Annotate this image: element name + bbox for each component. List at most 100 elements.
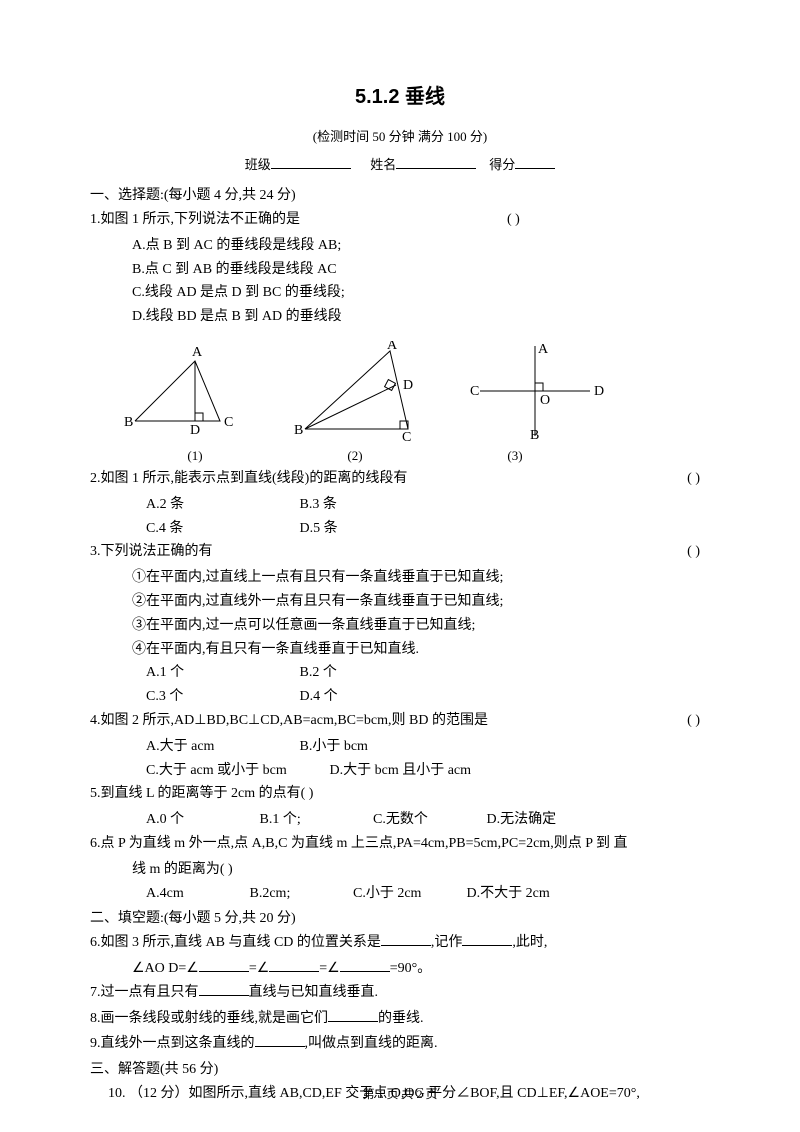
q2-opts-row2: C.4 条 D.5 条 <box>146 517 710 541</box>
svg-text:C: C <box>470 384 479 399</box>
subtitle: (检测时间 50 分钟 满分 100 分) <box>90 126 710 148</box>
figure-3: A B C D O <box>470 341 610 441</box>
fig1-label: (1) <box>120 445 270 467</box>
q1-opt-c: C.线段 AD 是点 D 到 BC 的垂线段; <box>132 281 710 305</box>
q6f-l2b: =∠ <box>249 961 269 976</box>
svg-text:D: D <box>190 423 200 436</box>
q1-stem: 1.如图 1 所示,下列说法不正确的是 <box>90 212 300 227</box>
svg-text:D: D <box>403 378 413 393</box>
q3: 3.下列说法正确的有 ( ) <box>90 540 710 564</box>
q6m-stem-b: 线 m 的距离为( ) <box>132 858 710 882</box>
q2-opts-row1: A.2 条 B.3 条 <box>146 493 710 517</box>
q3-c: C.3 个 <box>146 685 296 709</box>
q6f-blank1 <box>381 932 431 946</box>
q4-opts-row1: A.大于 acm B.小于 bcm <box>146 735 710 759</box>
q6f-blank2 <box>462 932 512 946</box>
q5-stem: 5.到直线 L 的距离等于 2cm 的点有( ) <box>90 786 313 801</box>
figures-row: A B C D A B C D A B C D O <box>120 341 710 441</box>
q6f-blank5 <box>340 958 390 972</box>
q6m-b: B.2cm; <box>250 882 350 906</box>
q2: 2.如图 1 所示,能表示点到直线(线段)的距离的线段有 ( ) <box>90 467 710 491</box>
q6f-blank4 <box>269 958 319 972</box>
figure-1: A B C D <box>120 341 260 436</box>
q6f-pre: 6.如图 3 所示,直线 AB 与直线 CD 的位置关系是 <box>90 935 381 950</box>
q1-paren: ( ) <box>507 212 520 227</box>
q3-s1: ①在平面内,过直线上一点有且只有一条直线垂直于已知直线; <box>132 566 710 590</box>
q5-opts: A.0 个 B.1 个; C.无数个 D.无法确定 <box>146 808 710 832</box>
q4-paren: ( ) <box>687 709 700 733</box>
q5-d: D.无法确定 <box>487 808 597 832</box>
svg-text:A: A <box>538 342 549 357</box>
q3-a: A.1 个 <box>146 661 296 685</box>
q3-opts-row2: C.3 个 D.4 个 <box>146 685 710 709</box>
q7f-pre: 7.过一点有且只有 <box>90 985 199 1000</box>
q7f: 7.过一点有且只有 直线与已知直线垂直. <box>90 981 710 1005</box>
q6m-opts: A.4cm B.2cm; C.小于 2cm D.不大于 2cm <box>146 882 710 906</box>
q3-opts-row1: A.1 个 B.2 个 <box>146 661 710 685</box>
q6f: 6.如图 3 所示,直线 AB 与直线 CD 的位置关系是 ,记作 ,此时, <box>90 931 710 955</box>
name-blank <box>396 155 476 169</box>
q3-s3: ③在平面内,过一点可以任意画一条直线垂直于已知直线; <box>132 614 710 638</box>
page-title: 5.1.2 垂线 <box>90 80 710 114</box>
q4-a: A.大于 acm <box>146 735 296 759</box>
q4-stem: 4.如图 2 所示,AD⊥BD,BC⊥CD,AB=acm,BC=bcm,则 BD… <box>90 713 488 728</box>
q2-a: A.2 条 <box>146 493 296 517</box>
q2-b: B.3 条 <box>300 493 450 517</box>
q7f-post: 直线与已知直线垂直. <box>249 985 379 1000</box>
q6f-blank3 <box>199 958 249 972</box>
q5-b: B.1 个; <box>260 808 370 832</box>
q6m-a: A.4cm <box>146 882 246 906</box>
page-footer: 第 1 页 共 2 页 <box>90 1084 710 1104</box>
q3-d: D.4 个 <box>300 685 450 709</box>
q5-a: A.0 个 <box>146 808 256 832</box>
q6f-line2: ∠AO D=∠=∠=∠=90°。 <box>132 957 710 981</box>
score-label: 得分 <box>489 157 515 172</box>
q1-opt-b: B.点 C 到 AB 的垂线段是线段 AC <box>132 258 710 282</box>
name-label: 姓名 <box>370 157 396 172</box>
svg-text:O: O <box>540 393 550 408</box>
q1-opt-a: A.点 B 到 AC 的垂线段是线段 AB; <box>132 234 710 258</box>
svg-text:B: B <box>124 415 133 430</box>
svg-text:A: A <box>192 345 203 360</box>
q2-paren: ( ) <box>687 467 700 491</box>
fig3-label: (3) <box>440 445 590 467</box>
q6f-l2a: ∠AO D=∠ <box>132 961 199 976</box>
class-blank <box>271 155 351 169</box>
q2-c: C.4 条 <box>146 517 296 541</box>
q5-c: C.无数个 <box>373 808 483 832</box>
svg-text:C: C <box>224 415 233 430</box>
q4-b: B.小于 bcm <box>300 735 450 759</box>
q7f-blank <box>199 982 249 996</box>
q6m: 6.点 P 为直线 m 外一点,点 A,B,C 为直线 m 上三点,PA=4cm… <box>90 832 710 856</box>
class-label: 班级 <box>245 157 271 172</box>
q3-s4: ④在平面内,有且只有一条直线垂直于已知直线. <box>132 638 710 662</box>
q2-d: D.5 条 <box>300 517 450 541</box>
q1: 1.如图 1 所示,下列说法不正确的是 ( ) <box>90 208 710 232</box>
svg-text:C: C <box>402 430 411 441</box>
svg-text:B: B <box>294 423 303 438</box>
q1-opt-d: D.线段 BD 是点 B 到 AD 的垂线段 <box>132 305 710 329</box>
q4: 4.如图 2 所示,AD⊥BD,BC⊥CD,AB=acm,BC=bcm,则 BD… <box>90 709 710 733</box>
figure-2: A B C D <box>290 341 440 441</box>
q9f: 9.直线外一点到这条直线的,叫做点到直线的距离. <box>90 1032 710 1056</box>
q3-b: B.2 个 <box>300 661 450 685</box>
header-line: 班级 姓名 得分 <box>90 154 710 176</box>
q3-paren: ( ) <box>687 540 700 564</box>
fig2-label: (2) <box>270 445 440 467</box>
q6f-l2c: =∠ <box>319 961 339 976</box>
q8f-post: 的垂线. <box>378 1011 424 1026</box>
figure-labels: (1) (2) (3) <box>120 445 710 467</box>
svg-text:D: D <box>594 384 604 399</box>
q9f-pre: 9.直线外一点到这条直线的 <box>90 1036 255 1051</box>
score-blank <box>515 155 555 169</box>
q6f-mid1: ,记作 <box>431 935 463 950</box>
q6m-d: D.不大于 2cm <box>467 886 550 901</box>
q3-s2: ②在平面内,过直线外一点有且只有一条直线垂直于已知直线; <box>132 590 710 614</box>
q4-c: C.大于 acm 或小于 bcm <box>146 759 326 783</box>
section2-header: 二、填空题:(每小题 5 分,共 20 分) <box>90 907 710 931</box>
svg-text:A: A <box>387 341 398 353</box>
q6f-mid2: ,此时, <box>512 935 547 950</box>
q5: 5.到直线 L 的距离等于 2cm 的点有( ) <box>90 782 710 806</box>
q8f-pre: 8.画一条线段或射线的垂线,就是画它们 <box>90 1011 328 1026</box>
q4-opts-row2: C.大于 acm 或小于 bcm D.大于 bcm 且小于 acm <box>146 759 710 783</box>
